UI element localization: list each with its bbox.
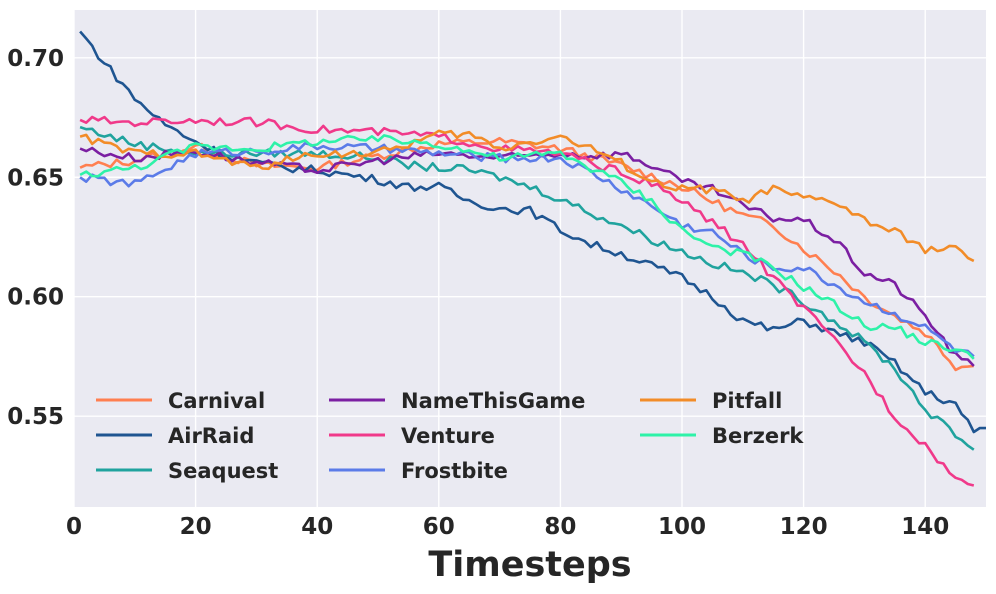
x-tick-label: 0 <box>66 514 82 540</box>
legend-label: Venture <box>401 424 495 448</box>
y-tick-label: 0.70 <box>7 46 64 72</box>
series-line-venture <box>79 115 975 487</box>
series-line-pitfall <box>79 129 975 263</box>
x-tick-label: 100 <box>658 514 706 540</box>
y-tick-label: 0.60 <box>7 285 64 311</box>
legend-label: Frostbite <box>401 459 508 483</box>
legend-label: AirRaid <box>168 424 254 448</box>
x-tick-label: 20 <box>180 514 212 540</box>
series-line-frostbite <box>79 142 975 358</box>
legend-label: Carnival <box>168 389 265 413</box>
series-lines <box>79 30 987 487</box>
legend-label: Pitfall <box>712 389 782 413</box>
x-tick-label: 40 <box>301 514 333 540</box>
plot-background <box>74 10 986 507</box>
legend-label: Berzerk <box>712 424 804 448</box>
series-line-seaquest <box>79 125 975 451</box>
x-tick-labels: 0 20 40 60 80 100 120 140 <box>66 514 949 540</box>
x-tick-label: 140 <box>901 514 949 540</box>
x-tick-label: 60 <box>423 514 455 540</box>
legend-label: NameThisGame <box>401 389 585 413</box>
legend-label: Seaquest <box>168 459 278 483</box>
x-axis-label: Timesteps <box>428 545 631 585</box>
series-line-berzerk <box>79 134 975 360</box>
x-tick-label: 120 <box>780 514 828 540</box>
y-tick-labels: 0.55 0.60 0.65 0.70 <box>7 46 64 430</box>
legend: Carnival AirRaid Seaquest NameThisGame Ventu… <box>96 389 804 483</box>
gridlines <box>73 10 986 507</box>
y-tick-label: 0.55 <box>7 404 64 430</box>
y-tick-label: 0.65 <box>7 165 64 191</box>
x-tick-label: 80 <box>544 514 576 540</box>
